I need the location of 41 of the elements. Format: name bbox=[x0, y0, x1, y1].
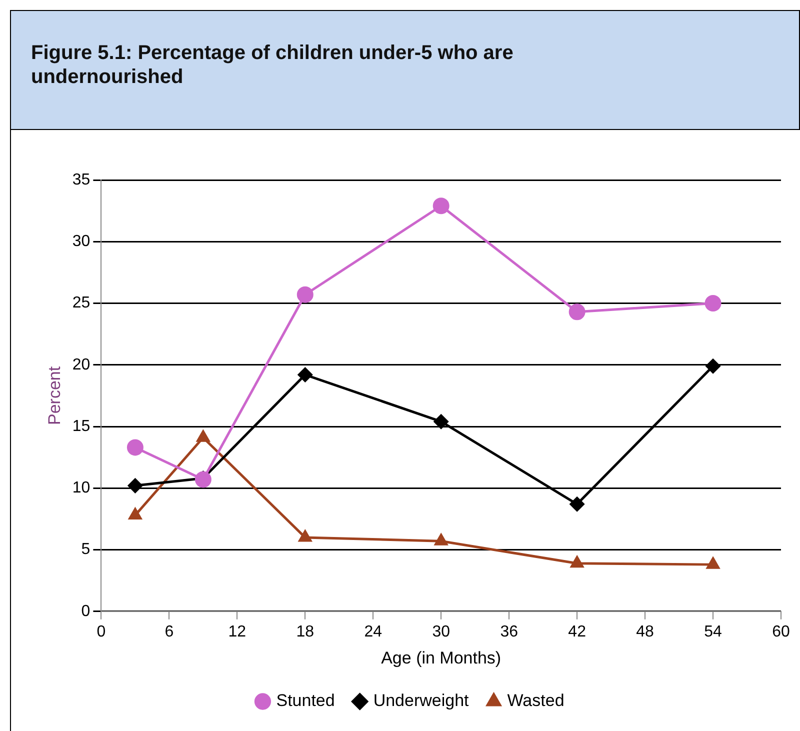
point bbox=[704, 295, 722, 312]
y-tick-label: 20 bbox=[72, 356, 90, 374]
point bbox=[706, 557, 720, 569]
point bbox=[298, 530, 312, 542]
x-axis-title: Age (in Months) bbox=[381, 648, 502, 668]
x-tick-label: 0 bbox=[96, 623, 106, 640]
x-tick-label: 54 bbox=[704, 623, 722, 640]
x-tick-label: 36 bbox=[500, 623, 518, 640]
y-tick-label: 15 bbox=[72, 418, 90, 435]
point bbox=[432, 198, 450, 214]
point bbox=[568, 304, 586, 320]
x-tick-label: 42 bbox=[568, 623, 586, 640]
y-tick-label: 30 bbox=[72, 233, 90, 250]
y-tick-label: 10 bbox=[72, 480, 90, 497]
y-tick-label: 0 bbox=[81, 602, 90, 620]
chart-title: Figure 5.1: Percentage of children under-5 who are undernourished bbox=[10, 10, 800, 130]
x-tick-label: 6 bbox=[164, 623, 174, 640]
point bbox=[434, 534, 448, 546]
point bbox=[434, 414, 448, 429]
point bbox=[570, 556, 584, 568]
x-tick-label: 12 bbox=[228, 623, 246, 640]
legend-label: Stunted bbox=[276, 691, 335, 710]
point bbox=[128, 508, 142, 520]
x-tick-label: 60 bbox=[772, 623, 790, 640]
point bbox=[126, 439, 144, 456]
legend-label: Underweight bbox=[373, 691, 470, 710]
y-tick-label: 25 bbox=[72, 294, 90, 312]
point bbox=[196, 430, 210, 442]
x-tick-label: 30 bbox=[432, 623, 450, 640]
x-tick-label: 48 bbox=[636, 623, 654, 640]
point bbox=[706, 358, 720, 374]
point bbox=[298, 367, 312, 382]
legend-label: Wasted bbox=[507, 691, 564, 710]
y-tick-label: 35 bbox=[72, 171, 90, 188]
x-tick-label: 24 bbox=[364, 623, 382, 640]
point bbox=[128, 478, 142, 493]
point bbox=[296, 286, 314, 303]
point bbox=[570, 496, 584, 512]
y-tick-label: 5 bbox=[81, 541, 90, 558]
x-tick-label: 18 bbox=[296, 623, 314, 640]
y-axis-title: Percent bbox=[44, 366, 64, 425]
